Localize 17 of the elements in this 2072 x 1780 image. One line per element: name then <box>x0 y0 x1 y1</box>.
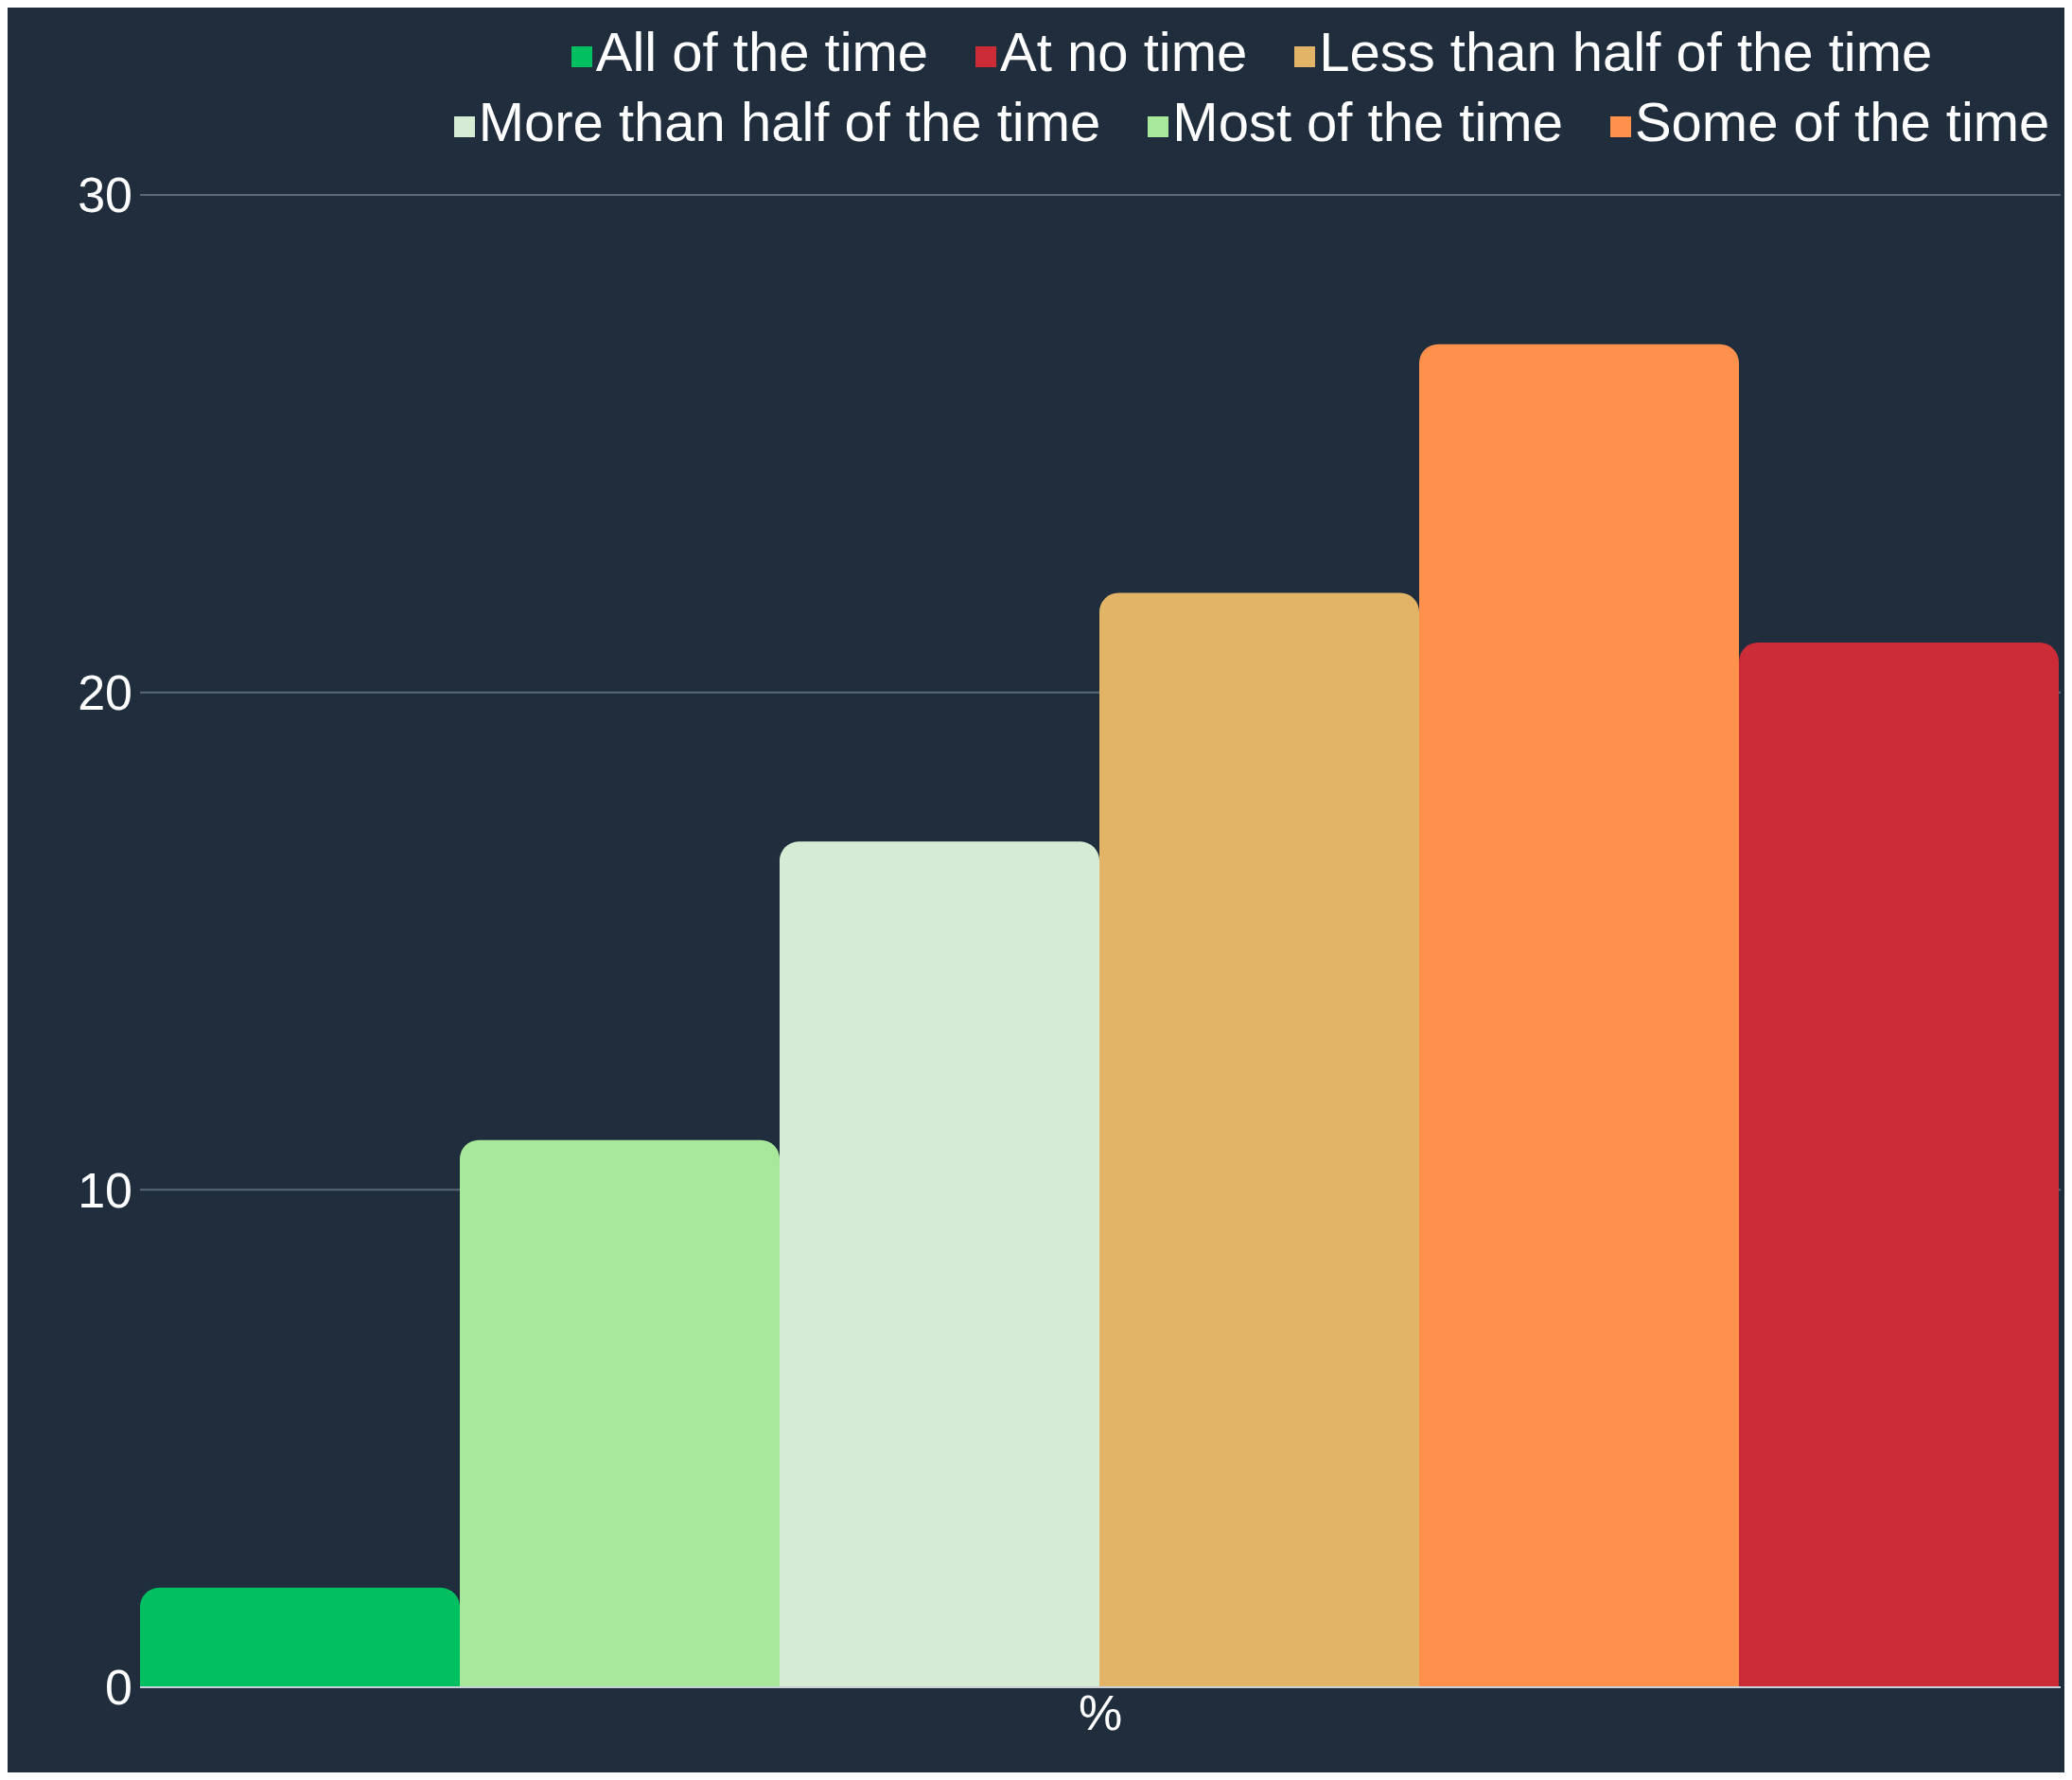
x-tick-label: % <box>1078 1684 1123 1740</box>
legend-label: Less than half of the time <box>1319 21 1933 82</box>
bar <box>1099 592 1419 1687</box>
legend-label: At no time <box>1000 21 1248 82</box>
bar <box>140 1587 460 1687</box>
y-tick-label: 30 <box>78 167 132 223</box>
y-tick-label: 0 <box>105 1660 132 1716</box>
bar <box>1739 643 2059 1687</box>
bar <box>460 1139 780 1687</box>
legend-label: More than half of the time <box>478 91 1101 152</box>
legend-label: Most of the time <box>1172 91 1563 152</box>
legend-label: All of the time <box>595 21 929 82</box>
y-tick-label: 20 <box>78 665 132 721</box>
y-tick-label: 10 <box>78 1162 132 1218</box>
legend-label: Some of the time <box>1634 91 2050 152</box>
bar <box>780 841 1099 1687</box>
bar <box>1419 344 1739 1687</box>
